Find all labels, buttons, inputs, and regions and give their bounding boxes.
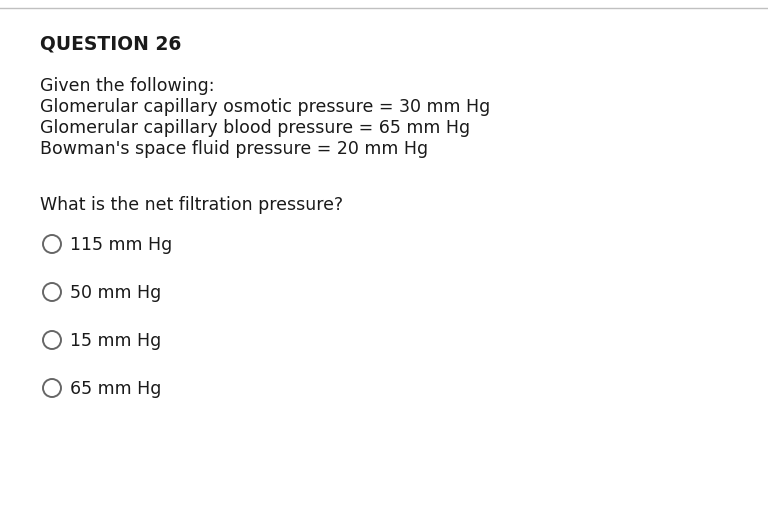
Text: 115 mm Hg: 115 mm Hg xyxy=(70,236,172,254)
Text: Glomerular capillary osmotic pressure = 30 mm Hg: Glomerular capillary osmotic pressure = … xyxy=(40,98,490,116)
Text: 15 mm Hg: 15 mm Hg xyxy=(70,332,161,350)
Text: QUESTION 26: QUESTION 26 xyxy=(40,35,181,54)
Text: Given the following:: Given the following: xyxy=(40,77,214,95)
Text: Bowman's space fluid pressure = 20 mm Hg: Bowman's space fluid pressure = 20 mm Hg xyxy=(40,140,428,158)
Text: 50 mm Hg: 50 mm Hg xyxy=(70,284,161,302)
Text: 65 mm Hg: 65 mm Hg xyxy=(70,380,161,398)
Text: Glomerular capillary blood pressure = 65 mm Hg: Glomerular capillary blood pressure = 65… xyxy=(40,119,470,137)
Text: What is the net filtration pressure?: What is the net filtration pressure? xyxy=(40,196,343,214)
